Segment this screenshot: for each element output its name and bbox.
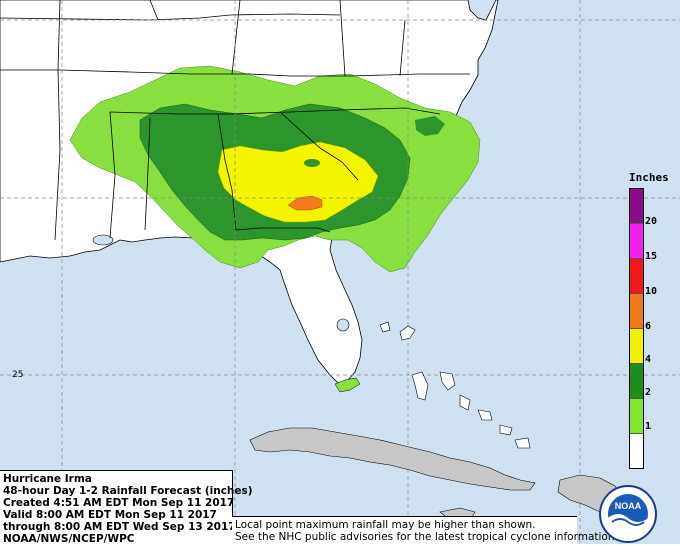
forecast-info-box: Hurricane Irma 48-hour Day 1-2 Rainfall … bbox=[0, 470, 253, 545]
disclaimer-line-2: See the NHC public advisories for the la… bbox=[235, 531, 618, 543]
noaa-logo-icon: NOAA bbox=[599, 485, 657, 543]
legend-swatch-2-4 bbox=[630, 364, 643, 399]
latitude-label: 25 bbox=[12, 370, 24, 380]
rainfall-6-10in bbox=[287, 195, 323, 211]
legend-label-2: 2 bbox=[645, 387, 652, 398]
legend-label-15: 15 bbox=[645, 251, 658, 262]
legend-swatch-15-20 bbox=[630, 224, 643, 259]
forecast-title: 48-hour Day 1-2 Rainfall Forecast (inche… bbox=[3, 485, 253, 497]
storm-name: Hurricane Irma bbox=[3, 473, 92, 485]
legend-swatch-4-6 bbox=[630, 329, 643, 364]
cuba bbox=[249, 427, 536, 491]
legend-label-10: 10 bbox=[645, 286, 658, 297]
legend-swatch-10-15 bbox=[630, 259, 643, 294]
rainfall-2-4in-north bbox=[415, 116, 445, 136]
valid-start: Valid 8:00 AM EDT Mon Sep 11 2017 bbox=[3, 509, 217, 521]
florida-keys bbox=[334, 377, 361, 393]
source-agency: NOAA/NWS/NCEP/WPC bbox=[3, 533, 135, 545]
bahamas-islands bbox=[379, 321, 531, 449]
legend-label-4: 4 bbox=[645, 354, 652, 365]
legend-title: Inches bbox=[629, 171, 669, 184]
created-time: Created 4:51 AM EDT Mon Sep 11 2017 bbox=[3, 497, 235, 509]
valid-end: through 8:00 AM EDT Wed Sep 13 2017 bbox=[3, 521, 236, 533]
lake-pontchartrain bbox=[92, 234, 114, 246]
legend-color-bar bbox=[629, 188, 644, 469]
disclaimer-box: Local point maximum rainfall may be high… bbox=[232, 516, 618, 545]
disclaimer-line-1: Local point maximum rainfall may be high… bbox=[235, 519, 536, 531]
state-boundaries bbox=[0, 0, 470, 241]
legend-label-20: 20 bbox=[645, 216, 658, 227]
legend-label-1: 1 bbox=[645, 421, 652, 432]
legend-swatch-1-2 bbox=[630, 399, 643, 434]
legend-swatch-6-10 bbox=[630, 294, 643, 329]
legend-swatch-20plus bbox=[630, 189, 643, 224]
rainfall-4-6in bbox=[217, 141, 379, 223]
legend-label-6: 6 bbox=[645, 321, 652, 332]
legend-swatch-0-1 bbox=[630, 434, 643, 468]
lake-okeechobee bbox=[336, 318, 350, 332]
noaa-logo-text: NOAA bbox=[615, 501, 642, 511]
rainfall-green-pocket bbox=[304, 159, 320, 167]
